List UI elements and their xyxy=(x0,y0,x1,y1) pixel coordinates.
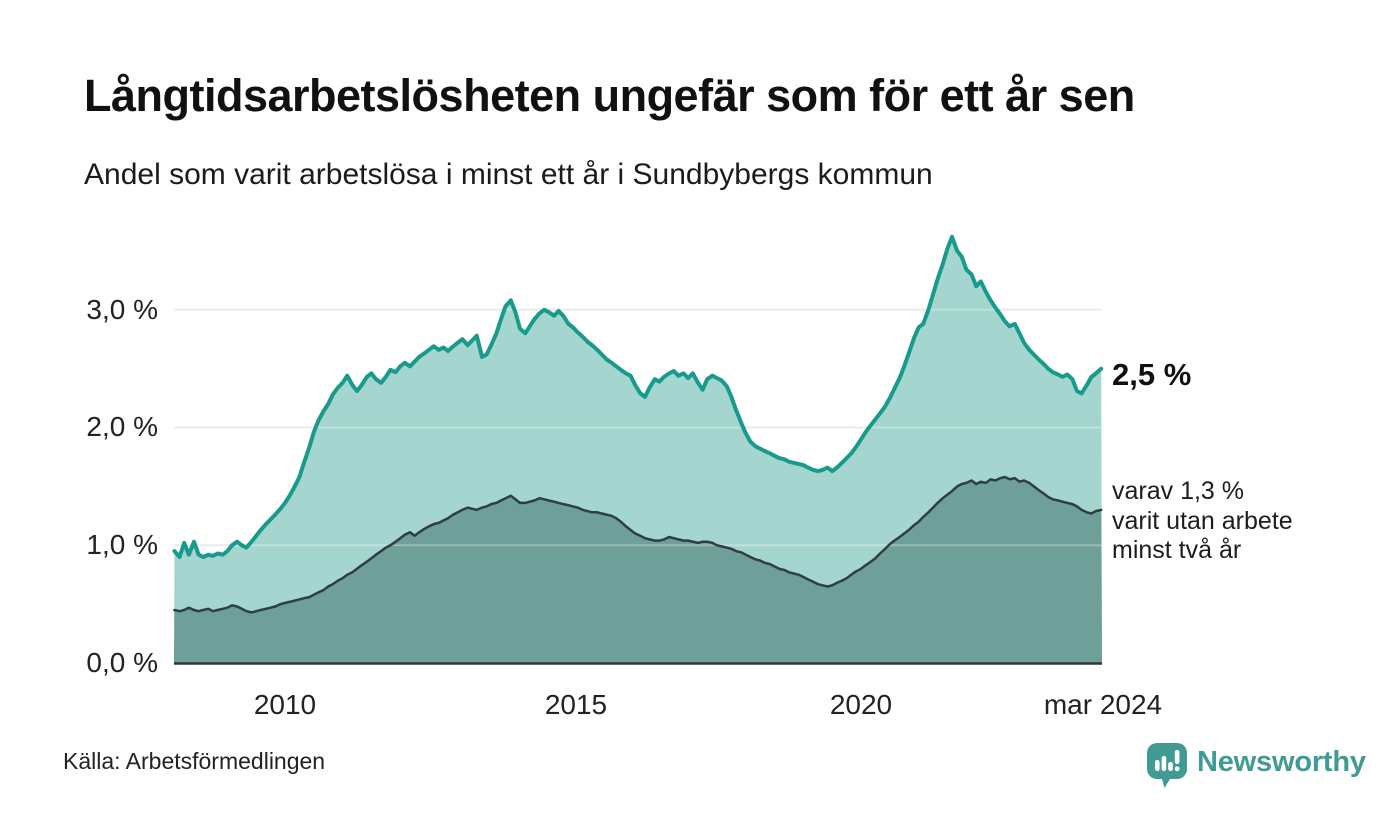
exclamation-dot xyxy=(1174,766,1180,772)
page-subtitle: Andel som varit arbetslösa i minst ett å… xyxy=(84,158,933,191)
series-line-1 xyxy=(173,475,1103,614)
x-tick-label: mar 2024 xyxy=(1043,689,1163,720)
series-end-label-twoyear: varav 1,3 % varit utan arbete minst två … xyxy=(1112,477,1293,566)
end-label-line: varit utan arbete xyxy=(1112,506,1293,535)
bar-icon xyxy=(1155,760,1160,771)
brand-logo: Newsworthy xyxy=(1146,740,1366,792)
x-tick-label: 2015 xyxy=(544,689,608,720)
bar-icon xyxy=(1161,756,1167,771)
end-label-line: varav 1,3 % xyxy=(1112,477,1245,505)
gridlines-overlay xyxy=(174,308,1102,547)
speech-bubble-shape xyxy=(1147,743,1187,788)
newsworthy-icon xyxy=(1147,743,1187,788)
page-title: Långtidsarbetslösheten ungefär som för e… xyxy=(84,70,1135,121)
source-note: Källa: Arbetsförmedlingen xyxy=(63,748,326,774)
end-label-line: minst två år xyxy=(1112,536,1242,564)
series-end-label-total: 2,5 % xyxy=(1112,357,1192,392)
y-tick-label: 3,0 % xyxy=(86,294,158,325)
y-tick-label: 0,0 % xyxy=(86,647,158,678)
exclamation-icon xyxy=(1174,750,1180,764)
x-tick-label: 2020 xyxy=(829,689,893,720)
y-tick-label: 2,0 % xyxy=(86,411,158,442)
bar-icon xyxy=(1168,762,1173,771)
area-fill-1 xyxy=(174,477,1102,663)
y-tick-label: 1,0 % xyxy=(86,529,158,560)
brand-name: Newsworthy xyxy=(1197,745,1366,778)
series-lines xyxy=(172,234,1104,614)
series-line-0 xyxy=(172,234,1104,559)
x-tick-label: 2010 xyxy=(253,689,317,720)
area-fills xyxy=(174,236,1102,664)
